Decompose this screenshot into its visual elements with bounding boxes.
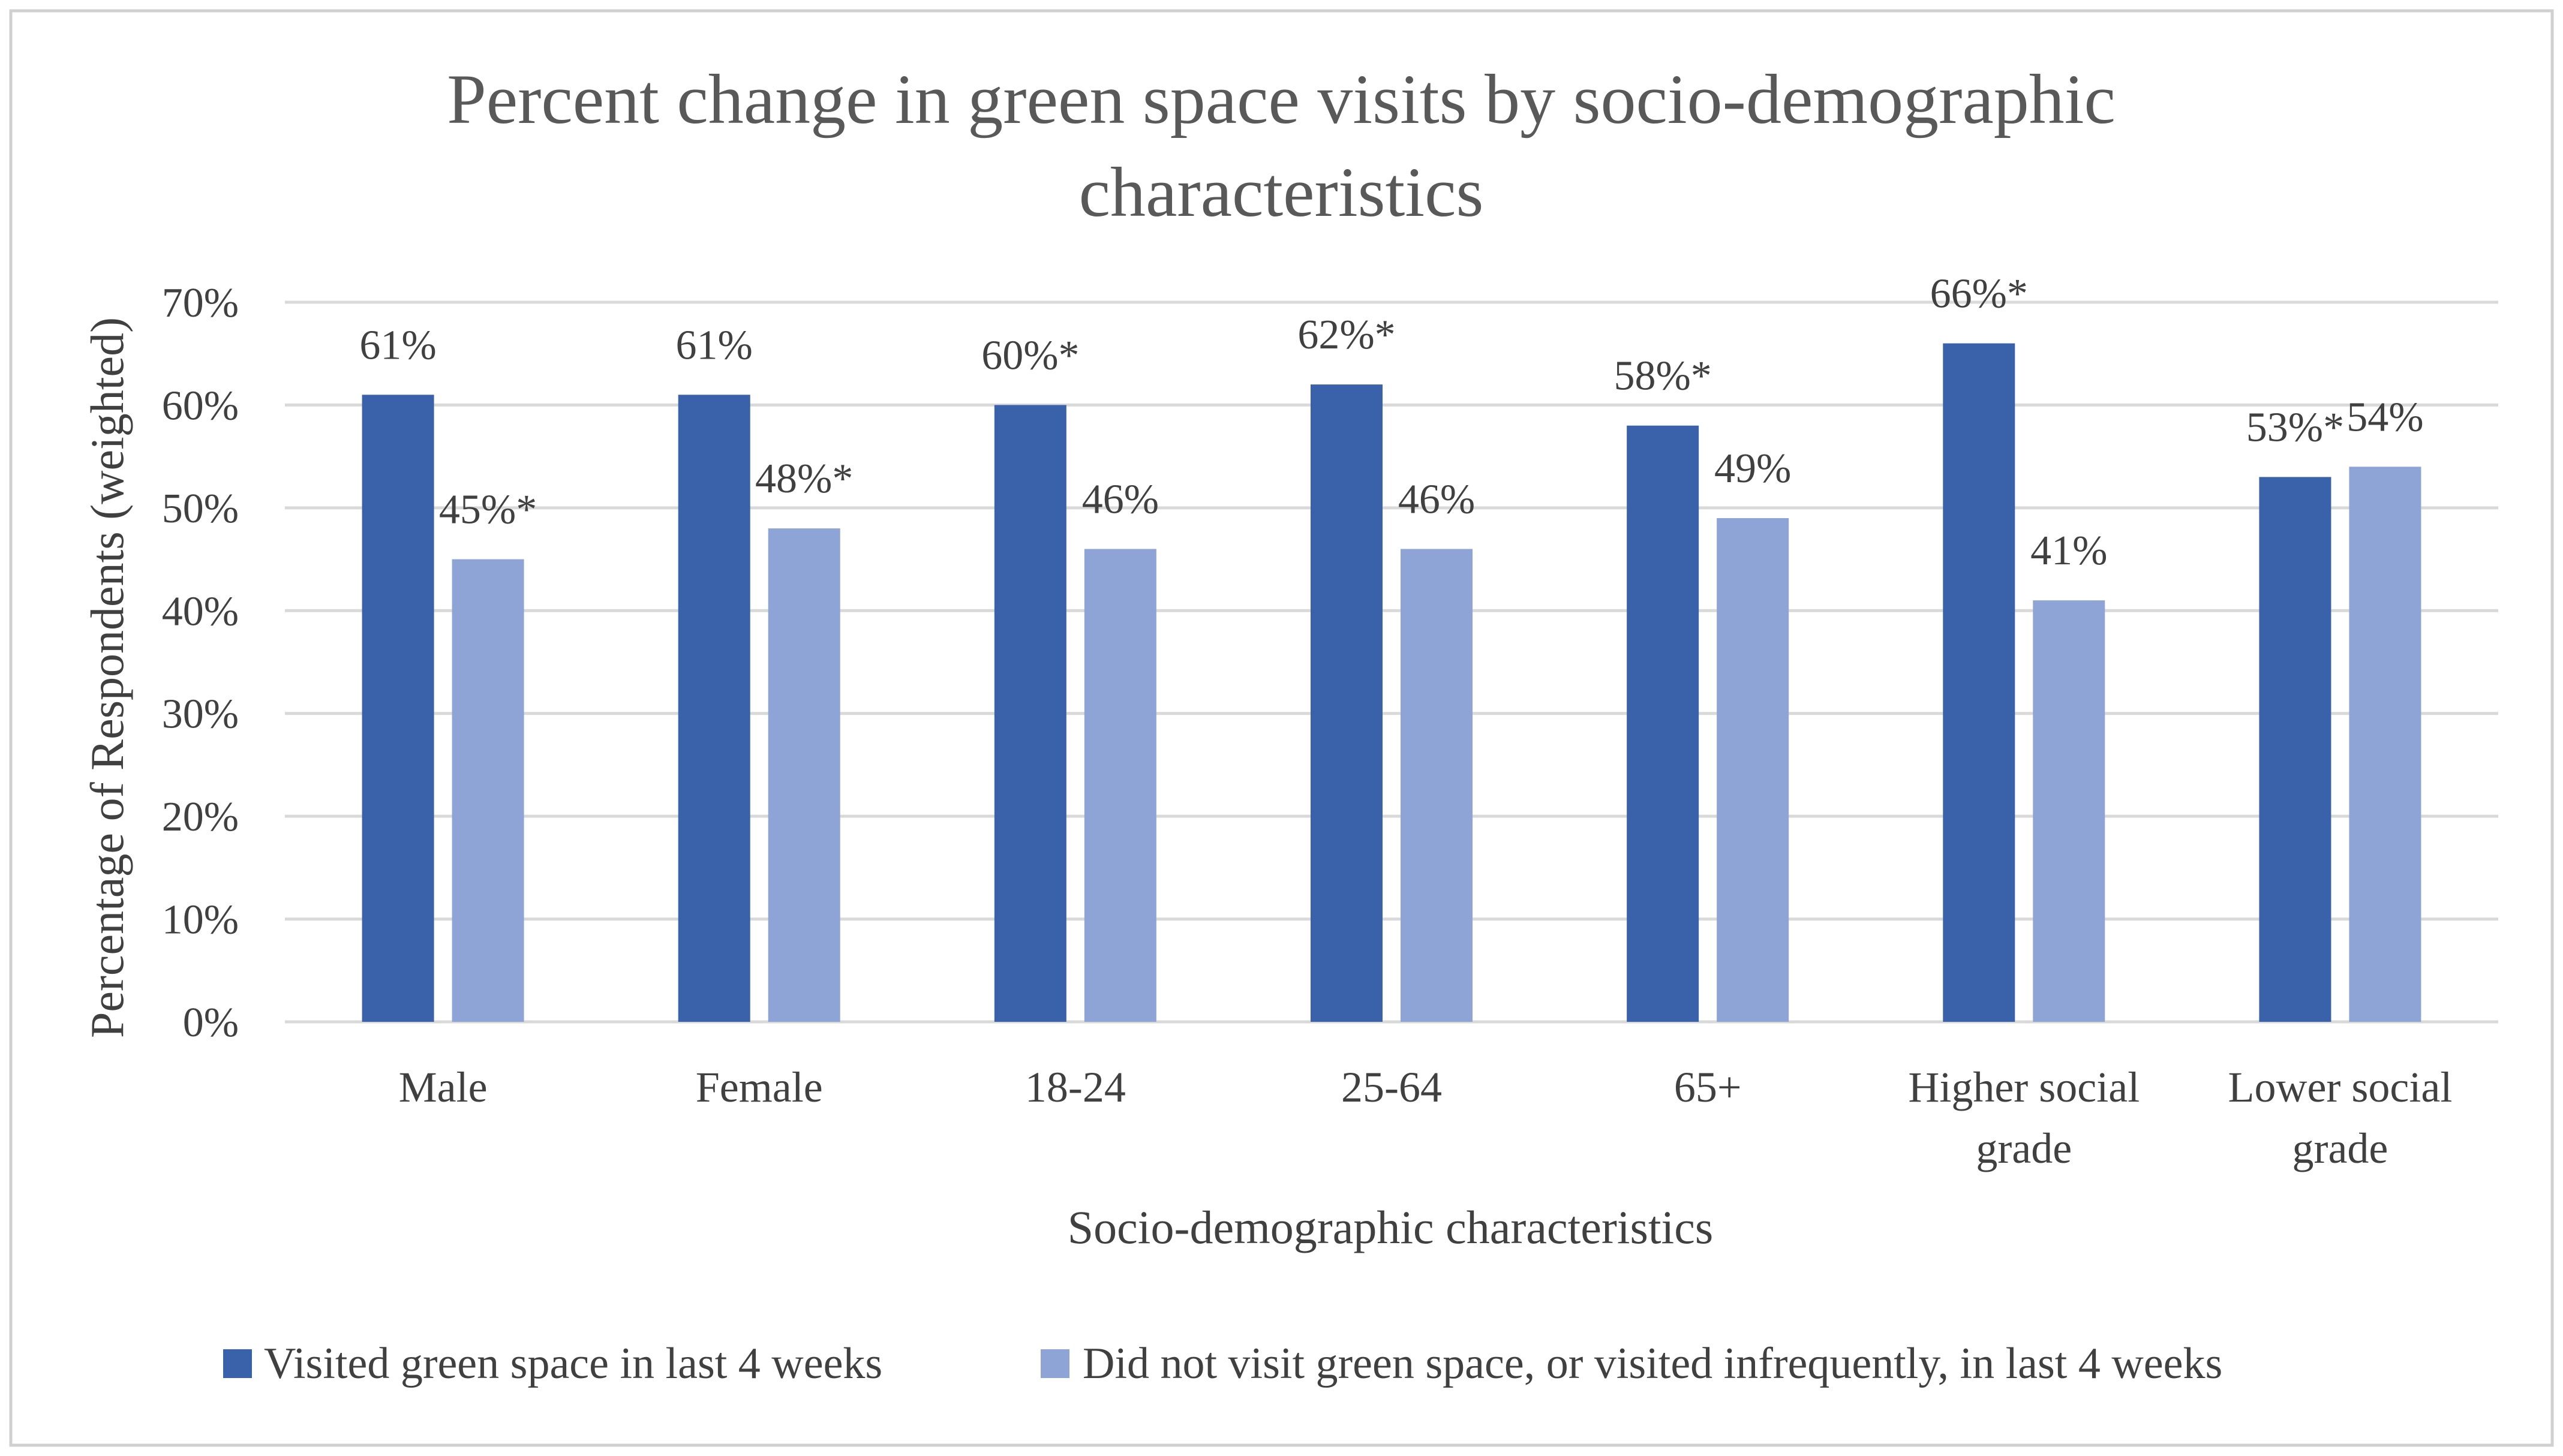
x-category-label: Female xyxy=(696,1063,823,1111)
data-label: 48%* xyxy=(755,456,853,502)
x-category-label: Higher social xyxy=(1908,1063,2140,1111)
bars xyxy=(362,343,2421,1022)
data-label: 49% xyxy=(1714,446,1791,492)
data-label: 61% xyxy=(359,322,436,368)
bar xyxy=(1311,384,1383,1022)
y-tick-label: 30% xyxy=(162,691,239,738)
x-category-label: grade xyxy=(2292,1124,2388,1172)
bar xyxy=(452,559,524,1022)
legend-label: Visited green space in last 4 weeks xyxy=(264,1339,882,1388)
data-label: 41% xyxy=(2030,528,2107,574)
y-tick-label: 0% xyxy=(183,1000,239,1046)
y-tick-label: 70% xyxy=(162,280,239,326)
bar xyxy=(1401,549,1473,1022)
data-label: 53%* xyxy=(2246,404,2344,450)
x-axis-categories: Male Female 18-24 25-64 65+ Higher social grad… xyxy=(399,1063,2453,1172)
bar xyxy=(2259,477,2331,1022)
data-label: 45%* xyxy=(439,487,537,533)
chart-frame xyxy=(9,9,2554,1447)
bar xyxy=(1717,518,1789,1022)
bar xyxy=(678,395,750,1022)
bar xyxy=(994,405,1066,1022)
bar xyxy=(1943,343,2015,1022)
chart-title: Percent change in green space visits by … xyxy=(447,60,2116,231)
data-label: 61% xyxy=(676,322,753,368)
data-label: 66%* xyxy=(1930,271,2028,317)
legend-swatch xyxy=(1041,1349,1069,1378)
x-category-label: Lower social xyxy=(2228,1063,2452,1111)
data-label: 54% xyxy=(2346,394,2423,440)
chart-title-line: characteristics xyxy=(1079,153,1484,231)
x-category-label: Male xyxy=(399,1063,488,1111)
legend-swatch xyxy=(223,1349,252,1378)
y-tick-label: 50% xyxy=(162,486,239,532)
data-label: 46% xyxy=(1398,476,1475,522)
data-label: 60%* xyxy=(981,332,1079,378)
bar xyxy=(1084,549,1156,1022)
bar xyxy=(1627,425,1699,1022)
x-category-label: 65+ xyxy=(1674,1063,1742,1111)
y-tick-label: 60% xyxy=(162,383,239,429)
bar xyxy=(362,395,434,1022)
data-label: 46% xyxy=(1082,476,1159,522)
bar xyxy=(768,528,840,1022)
y-axis-ticks: 0% 10% 20% 30% 40% 50% 60% 70% xyxy=(162,280,239,1046)
y-tick-label: 20% xyxy=(162,794,239,840)
y-tick-label: 10% xyxy=(162,897,239,943)
data-label: 62%* xyxy=(1297,312,1395,358)
bar xyxy=(2033,600,2105,1022)
gridlines xyxy=(285,300,2498,1024)
x-category-label: 25-64 xyxy=(1341,1063,1442,1111)
bar xyxy=(2349,467,2421,1022)
data-labels: 61% 45%* 61% 48%* 60%* 46% 62%* 46% 58%* 49% 66%* 4… xyxy=(359,271,2423,574)
y-tick-label: 40% xyxy=(162,588,239,634)
data-label: 58%* xyxy=(1613,353,1711,399)
chart-title-line: Percent change in green space visits by … xyxy=(447,60,2116,139)
y-axis-title: Percentage of Respondents (weighted) xyxy=(81,317,133,1038)
legend: Visited green space in last 4 weeks Did n… xyxy=(223,1339,2222,1388)
legend-label: Did not visit green space, or visited in… xyxy=(1083,1339,2222,1388)
x-category-label: grade xyxy=(1976,1124,2072,1172)
x-category-label: 18-24 xyxy=(1025,1063,1126,1111)
x-axis-title: Socio-demographic characteristics xyxy=(1068,1201,1713,1253)
